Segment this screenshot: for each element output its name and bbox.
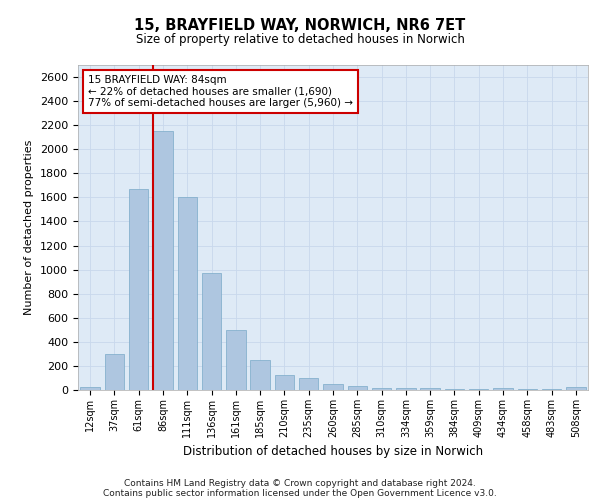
Bar [372, 388, 391, 390]
Bar [129, 189, 148, 390]
Bar [445, 389, 464, 390]
Text: 15 BRAYFIELD WAY: 84sqm
← 22% of detached houses are smaller (1,690)
77% of semi: 15 BRAYFIELD WAY: 84sqm ← 22% of detache… [88, 74, 353, 108]
Bar [299, 378, 319, 390]
X-axis label: Distribution of detached houses by size in Norwich: Distribution of detached houses by size … [183, 446, 483, 458]
Text: Contains public sector information licensed under the Open Government Licence v3: Contains public sector information licen… [103, 488, 497, 498]
Bar [347, 386, 367, 390]
Bar [323, 384, 343, 390]
Y-axis label: Number of detached properties: Number of detached properties [25, 140, 34, 315]
Text: Contains HM Land Registry data © Crown copyright and database right 2024.: Contains HM Land Registry data © Crown c… [124, 478, 476, 488]
Bar [250, 360, 270, 390]
Bar [226, 330, 245, 390]
Bar [105, 354, 124, 390]
Bar [396, 388, 416, 390]
Text: 15, BRAYFIELD WAY, NORWICH, NR6 7ET: 15, BRAYFIELD WAY, NORWICH, NR6 7ET [134, 18, 466, 32]
Bar [275, 375, 294, 390]
Bar [80, 387, 100, 390]
Bar [202, 273, 221, 390]
Text: Size of property relative to detached houses in Norwich: Size of property relative to detached ho… [136, 32, 464, 46]
Bar [153, 131, 173, 390]
Bar [493, 388, 513, 390]
Bar [566, 387, 586, 390]
Bar [421, 388, 440, 390]
Bar [178, 198, 197, 390]
